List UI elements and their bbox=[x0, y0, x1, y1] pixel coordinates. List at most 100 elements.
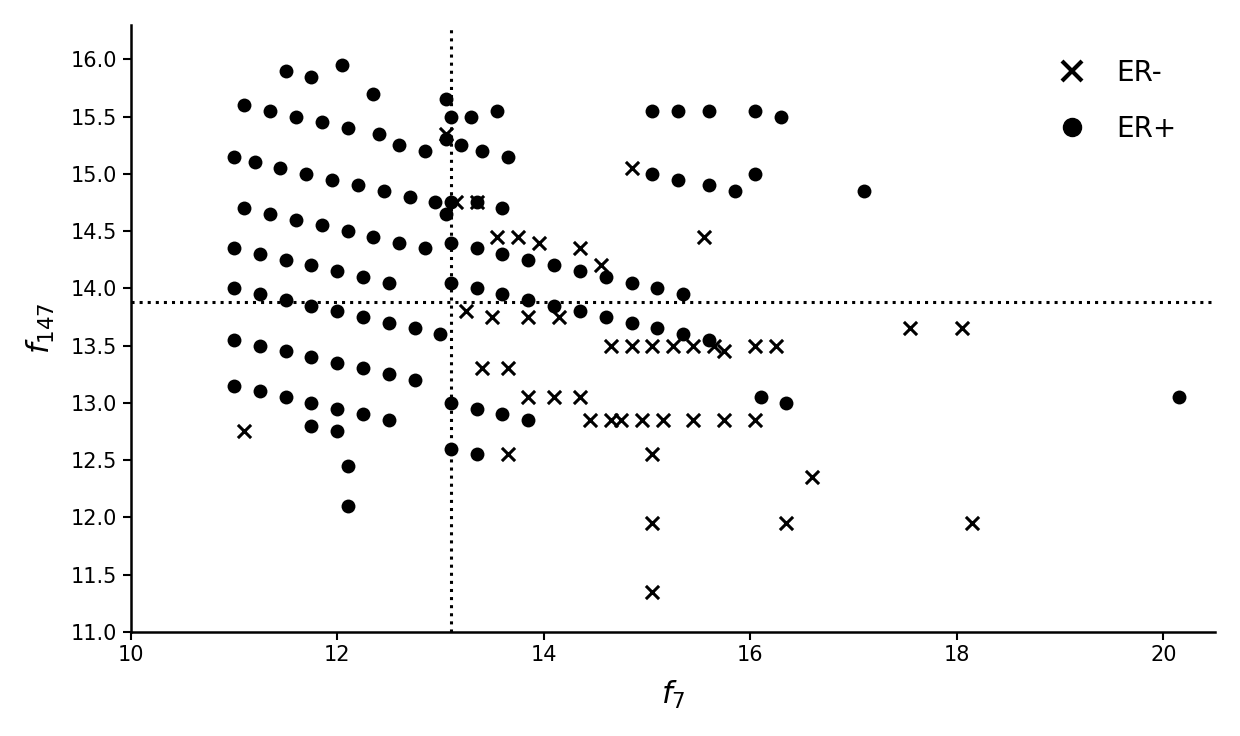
Point bbox=[327, 265, 347, 277]
Point bbox=[435, 128, 455, 140]
Point bbox=[466, 283, 486, 294]
Point bbox=[642, 168, 662, 180]
Point bbox=[337, 460, 357, 472]
Point bbox=[601, 340, 621, 352]
Point bbox=[647, 283, 667, 294]
Point bbox=[745, 168, 765, 180]
Point bbox=[683, 340, 703, 352]
Point bbox=[327, 305, 347, 317]
Point bbox=[642, 586, 662, 598]
Point bbox=[570, 265, 590, 277]
Point bbox=[962, 517, 982, 529]
Point bbox=[404, 374, 424, 386]
Point bbox=[549, 311, 569, 323]
Point bbox=[694, 231, 714, 243]
Point bbox=[441, 443, 461, 455]
Point bbox=[275, 254, 295, 266]
Point bbox=[301, 397, 321, 408]
Point bbox=[311, 219, 331, 231]
Legend: ER-, ER+: ER-, ER+ bbox=[1030, 45, 1190, 157]
Point bbox=[244, 157, 264, 169]
Point bbox=[379, 316, 399, 328]
Point bbox=[441, 197, 461, 208]
Point bbox=[621, 277, 641, 289]
Point bbox=[699, 180, 719, 191]
Point bbox=[673, 328, 693, 340]
Point bbox=[472, 145, 492, 157]
Point bbox=[518, 414, 538, 426]
Point bbox=[224, 283, 244, 294]
Point bbox=[301, 260, 321, 272]
Point bbox=[699, 105, 719, 117]
Point bbox=[461, 110, 481, 122]
Point bbox=[725, 185, 745, 197]
Point bbox=[275, 294, 295, 305]
Point bbox=[249, 289, 269, 300]
Point bbox=[327, 403, 347, 414]
Point bbox=[580, 414, 600, 426]
Point bbox=[482, 311, 502, 323]
Point bbox=[528, 237, 548, 249]
Point bbox=[415, 145, 435, 157]
Point bbox=[704, 340, 724, 352]
Point bbox=[570, 305, 590, 317]
Point bbox=[497, 363, 517, 375]
Point bbox=[663, 340, 683, 352]
Point bbox=[466, 403, 486, 414]
Point bbox=[327, 425, 347, 437]
Point bbox=[451, 139, 471, 151]
Point bbox=[275, 392, 295, 403]
Y-axis label: $f_{147}$: $f_{147}$ bbox=[25, 302, 57, 354]
Point bbox=[224, 151, 244, 163]
Point bbox=[404, 322, 424, 334]
Point bbox=[487, 105, 507, 117]
Point bbox=[750, 392, 770, 403]
Point bbox=[441, 110, 461, 122]
Point bbox=[642, 517, 662, 529]
Point bbox=[487, 231, 507, 243]
X-axis label: $f_7$: $f_7$ bbox=[661, 679, 684, 711]
Point bbox=[446, 197, 466, 208]
Point bbox=[270, 162, 290, 174]
Point bbox=[492, 408, 512, 420]
Point bbox=[275, 345, 295, 357]
Point bbox=[466, 197, 486, 208]
Point bbox=[234, 425, 254, 437]
Point bbox=[952, 322, 972, 334]
Point bbox=[353, 363, 373, 375]
Point bbox=[249, 340, 269, 352]
Point bbox=[373, 185, 393, 197]
Point bbox=[353, 311, 373, 323]
Point bbox=[771, 110, 791, 122]
Point bbox=[472, 363, 492, 375]
Point bbox=[854, 185, 874, 197]
Point bbox=[632, 414, 652, 426]
Point bbox=[296, 168, 316, 180]
Point bbox=[683, 414, 703, 426]
Point bbox=[337, 122, 357, 134]
Point bbox=[301, 420, 321, 431]
Point bbox=[492, 202, 512, 214]
Point bbox=[544, 260, 564, 272]
Point bbox=[590, 260, 610, 272]
Point bbox=[611, 414, 631, 426]
Point bbox=[368, 128, 388, 140]
Point bbox=[224, 242, 244, 254]
Point bbox=[745, 105, 765, 117]
Point bbox=[234, 202, 254, 214]
Point bbox=[249, 386, 269, 397]
Point bbox=[441, 277, 461, 289]
Point bbox=[286, 110, 306, 122]
Point bbox=[301, 351, 321, 363]
Point bbox=[1169, 392, 1189, 403]
Point bbox=[332, 59, 352, 71]
Point bbox=[379, 277, 399, 289]
Point bbox=[301, 300, 321, 311]
Point bbox=[570, 392, 590, 403]
Point bbox=[379, 368, 399, 380]
Point bbox=[492, 289, 512, 300]
Point bbox=[224, 380, 244, 392]
Point bbox=[776, 517, 796, 529]
Point bbox=[399, 191, 419, 202]
Point bbox=[311, 116, 331, 128]
